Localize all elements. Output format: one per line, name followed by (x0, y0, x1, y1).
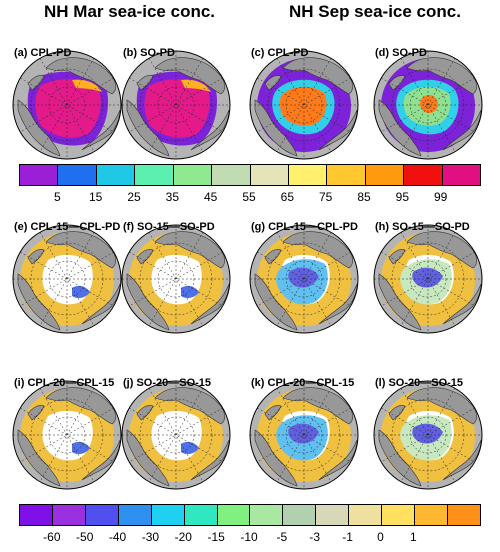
colorbar-swatch (85, 505, 119, 525)
panel-label: (c) CPL-PD (251, 47, 309, 59)
colorbar-tick-label: -40 (108, 530, 127, 544)
colorbar-tick-label: -30 (141, 530, 160, 544)
colorbar-swatch (20, 505, 53, 525)
map-panel: (g) CPL-15—CPL-PD (249, 221, 359, 334)
colorbar-swatch (135, 165, 174, 185)
colorbar-swatch (327, 165, 366, 185)
colorbar-tick-label: 15 (88, 190, 103, 204)
colorbar-swatch (442, 165, 481, 185)
map-panel: (k) CPL-20—CPL-15 (249, 377, 359, 490)
colorbar-swatch (184, 505, 218, 525)
polar-map (12, 224, 122, 334)
panel-label: (d) SO-PD (375, 47, 427, 59)
colorbar-difference (19, 504, 481, 526)
map-panel: (c) CPL-PD (249, 47, 359, 160)
panel-label: (j) SO-20—SO-15 (123, 377, 212, 389)
colorbar-tick-label: -20 (174, 530, 192, 544)
colorbar-tick-label: 99 (433, 190, 448, 204)
colorbar-swatch (96, 165, 136, 185)
header-sep: NH Sep sea-ice conc. (289, 2, 461, 21)
panel-label: (f) SO-15—SO-PD (123, 221, 215, 233)
map-panel: (f) SO-15—SO-PD (121, 221, 231, 334)
colorbar-swatch (349, 505, 383, 525)
panel-label: (l) SO-20—SO-15 (375, 377, 464, 389)
map-panel: (d) SO-PD (373, 47, 483, 160)
colorbar-tick-label: -15 (207, 530, 225, 544)
colorbar-swatch (250, 165, 289, 185)
colorbar-swatch (365, 165, 405, 185)
colorbar-tick-label: 95 (395, 190, 410, 204)
colorbar-tick-label: 65 (280, 190, 295, 204)
colorbar-tick-label: 55 (242, 190, 256, 204)
polar-map (373, 50, 483, 160)
colorbar-concentration (19, 164, 481, 186)
colorbar-tick-label: 35 (165, 190, 180, 204)
colorbar-swatch (52, 505, 86, 525)
map-panel: (h) SO-15—SO-PD (373, 221, 483, 334)
map-panel: (i) CPL-20—CPL-15 (12, 377, 122, 490)
header-mar: NH Mar sea-ice conc. (44, 2, 216, 21)
colorbar-tick-label: 5 (53, 190, 61, 204)
polar-map (249, 224, 359, 334)
colorbar-swatch (316, 505, 350, 525)
colorbar-swatch (58, 165, 97, 185)
panel-label: (b) SO-PD (123, 47, 175, 59)
polar-map (12, 50, 122, 160)
panel-label: (h) SO-15—SO-PD (375, 221, 470, 233)
map-panel: (l) SO-20—SO-15 (373, 377, 483, 490)
colorbar-swatch (118, 505, 152, 525)
colorbar-tick-label: -3 (309, 530, 321, 544)
map-panel: (j) SO-20—SO-15 (121, 377, 231, 490)
colorbar-swatch (404, 165, 443, 185)
polar-map (121, 50, 231, 160)
polar-map (249, 50, 359, 160)
colorbar-tick-label: -60 (43, 530, 61, 544)
polar-map (249, 380, 359, 490)
colorbar-swatch (20, 165, 59, 185)
colorbar-tick-label: 85 (357, 190, 371, 204)
colorbar-tick-label: -50 (76, 530, 94, 544)
panel-label: (k) CPL-20—CPL-15 (251, 377, 355, 389)
colorbar-swatch (212, 165, 251, 185)
panel-label: (i) CPL-20—CPL-15 (14, 377, 115, 389)
panel-label: (g) CPL-15—CPL-PD (251, 221, 358, 233)
panel-label: (a) CPL-PD (14, 47, 72, 59)
colorbar-swatch (288, 165, 328, 185)
polar-map (373, 380, 483, 490)
colorbar-swatch (415, 505, 448, 525)
colorbar-tick-label: 25 (127, 190, 141, 204)
map-panel: (a) CPL-PD (12, 47, 122, 160)
colorbar-swatch (151, 505, 185, 525)
colorbar-tick-label: 75 (318, 190, 333, 204)
colorbar-difference-ticks: -60 -50 -40 -30 -20 -15 -10 -5 -3 -1 0 1 (19, 530, 479, 544)
map-panel: (e) CPL-15—CPL-PD (12, 221, 122, 334)
colorbar-tick-label: 0 (377, 530, 384, 544)
colorbar-tick-label: 1 (409, 530, 417, 544)
colorbar-swatch (217, 505, 251, 525)
colorbar-tick-label: -10 (240, 530, 258, 544)
colorbar-swatch (382, 505, 416, 525)
polar-map (12, 380, 122, 490)
map-panel: (b) SO-PD (121, 47, 231, 160)
colorbar-tick-label: 45 (203, 190, 218, 204)
colorbar-swatch (250, 505, 284, 525)
colorbar-swatch (447, 505, 480, 525)
panel-label: (e) CPL-15—CPL-PD (14, 221, 121, 233)
polar-map (121, 380, 231, 490)
colorbar-tick-label: -1 (342, 530, 353, 544)
polar-map (373, 224, 483, 334)
polar-map (121, 224, 231, 334)
colorbar-swatch (283, 505, 317, 525)
colorbar-tick-label: -5 (276, 530, 288, 544)
colorbar-concentration-ticks: 5 15 25 35 45 55 65 75 85 95 99 (19, 190, 479, 204)
colorbar-swatch (173, 165, 213, 185)
